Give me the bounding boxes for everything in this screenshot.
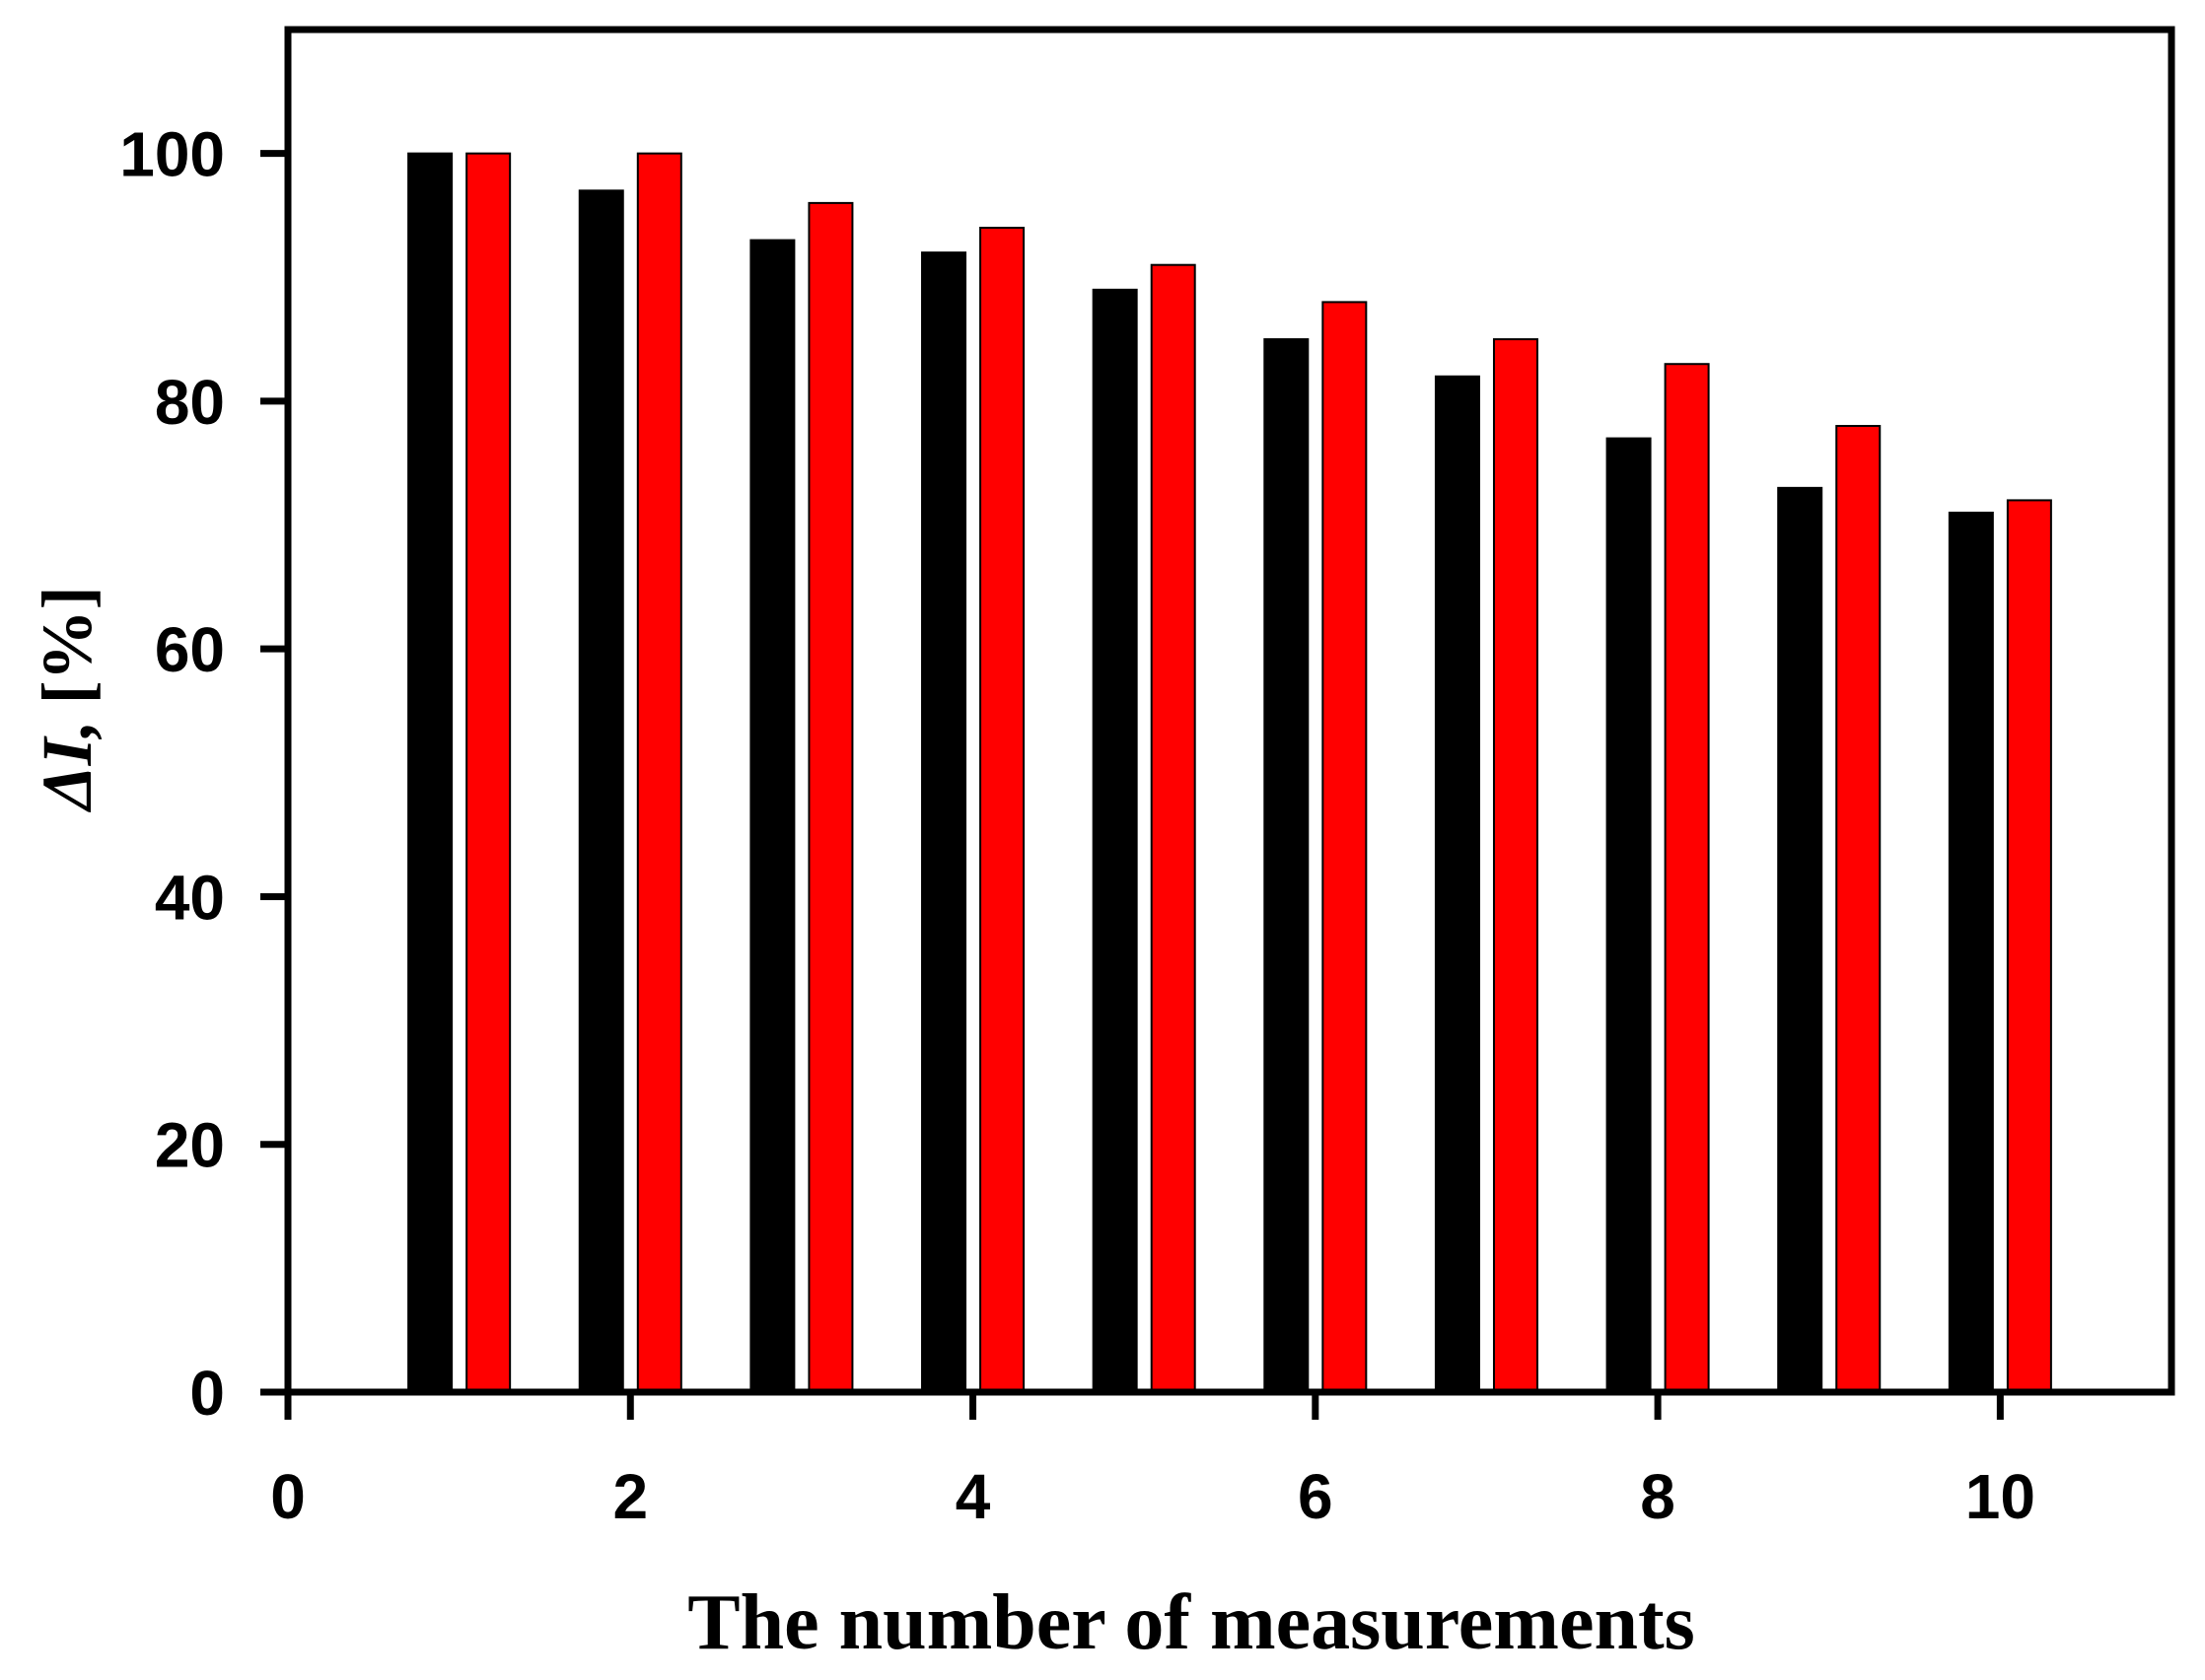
x-tick-label: 0 (270, 1461, 306, 1532)
y-tick-label: 80 (155, 367, 225, 438)
x-tick-label: 2 (612, 1461, 648, 1532)
y-axis-title: ΔI, [%] (28, 586, 107, 812)
bar-series2-3 (808, 201, 854, 1394)
bar-series2-5 (1150, 263, 1196, 1393)
bar-series1-2 (578, 189, 624, 1393)
bar-series1-10 (1948, 511, 1994, 1393)
bar-series2-7 (1492, 338, 1538, 1393)
x-tick-label: 6 (1298, 1461, 1333, 1532)
y-tick-label: 40 (155, 862, 225, 933)
bar-series2-2 (636, 152, 682, 1394)
bar-series1-3 (749, 239, 796, 1394)
plot-frame (284, 26, 2175, 1396)
bars-layer (407, 152, 2052, 1394)
y-tick-label: 100 (119, 119, 225, 190)
y-axis-unit: [%] (28, 586, 107, 704)
bar-series2-6 (1321, 301, 1368, 1393)
bar-series1-4 (921, 251, 967, 1393)
y-tick-label: 0 (189, 1358, 225, 1429)
axes-layer (260, 26, 2175, 1420)
bar-series1-1 (407, 152, 454, 1394)
x-tick-label: 10 (1965, 1461, 2035, 1532)
bar-series2-1 (465, 152, 512, 1394)
bar-series1-5 (1092, 288, 1138, 1394)
bar-series1-6 (1263, 338, 1310, 1393)
y-axis-symbol: ΔI, (28, 720, 107, 812)
bar-series2-10 (2006, 499, 2052, 1394)
bar-series2-4 (979, 227, 1026, 1393)
x-axis-title: The number of measurements (687, 1579, 1694, 1666)
bar-series1-9 (1777, 486, 1823, 1393)
y-tick-label: 20 (155, 1110, 225, 1181)
bar-series1-7 (1434, 375, 1480, 1393)
bar-series1-8 (1605, 437, 1652, 1394)
x-tick-label: 8 (1640, 1461, 1675, 1532)
bar-series2-9 (1835, 425, 1882, 1393)
bar-series2-8 (1664, 363, 1710, 1394)
y-tick-label: 60 (155, 614, 225, 685)
x-tick-label: 4 (956, 1461, 991, 1532)
